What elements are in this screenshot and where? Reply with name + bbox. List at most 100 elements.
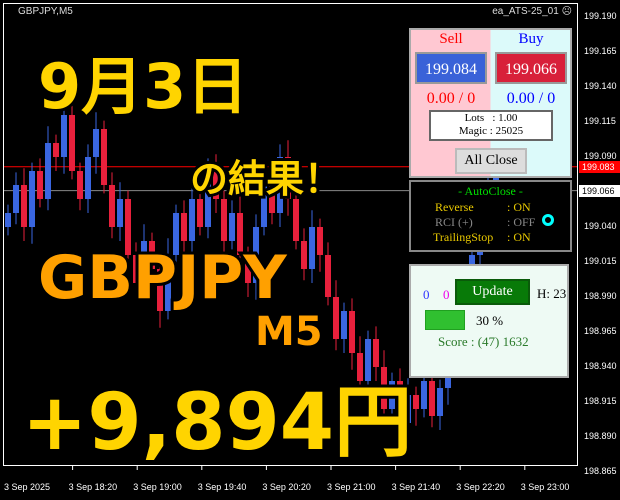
price-tick: 199.115: [584, 116, 616, 126]
candle-body: [189, 199, 195, 241]
overlay-pair: GBPJPY: [35, 243, 290, 313]
update-button[interactable]: Update: [455, 279, 530, 305]
candle-body: [285, 157, 291, 199]
time-tick: 3 Sep 18:20: [68, 482, 118, 492]
price-tick: 199.165: [584, 46, 617, 56]
candle-body: [421, 381, 427, 409]
price-tick: 198.965: [584, 326, 617, 336]
time-tick: 3 Sep 2025: [4, 482, 51, 492]
candle-body: [301, 241, 307, 269]
buy-profit: 0.00 / 0: [506, 90, 556, 107]
candle-body: [229, 213, 235, 241]
candle-body: [85, 157, 91, 199]
autoclose-reverse[interactable]: Reverse: ON: [435, 200, 531, 215]
price-tick: 198.915: [584, 396, 617, 406]
candle-body: [341, 311, 347, 339]
candle-body: [365, 339, 371, 381]
ea-name: ea_ATS-25_01 ☹: [492, 6, 572, 17]
cyan-ring-icon[interactable]: [542, 214, 554, 226]
time-tick: 3 Sep 19:00: [133, 482, 182, 492]
autoclose-panel: - AutoClose - Reverse: ON RCI (+) : OFF T…: [409, 180, 572, 252]
price-tick: 199.140: [584, 81, 617, 91]
candle-body: [37, 171, 43, 199]
chart-symbol-title: GBPJPY,M5: [18, 6, 73, 17]
overlay-profit: +9,894円: [19, 378, 415, 468]
time-tick: 3 Sep 19:40: [197, 482, 247, 492]
price-tick: 198.890: [584, 431, 617, 441]
candle-body: [237, 213, 243, 255]
candle-body: [197, 199, 203, 227]
candle-body: [5, 213, 11, 227]
candle-body: [389, 381, 395, 409]
candle-body: [101, 129, 107, 185]
candle-body: [69, 115, 75, 171]
candle-body: [125, 199, 131, 255]
overlay-result: の結果！: [187, 157, 345, 201]
candle-body: [373, 339, 379, 367]
price-tick: 199.090: [584, 151, 617, 161]
ask-price-label: 199.066: [579, 185, 620, 197]
buy-label: Buy: [518, 31, 544, 47]
candle-body: [405, 395, 411, 423]
sell-profit: 0.00 / 0: [426, 90, 476, 107]
candle-body: [181, 213, 187, 241]
lot-info: Lots : 1.00 Magic : 25025: [429, 110, 553, 141]
row-value: : OFF: [507, 215, 536, 229]
status-panel: 0 0 Update H: 23 30 % Score : (47) 1632: [409, 264, 569, 378]
bid-price-label: 199.083: [579, 161, 620, 173]
autoclose-trailing[interactable]: TrailingStop: ON: [433, 230, 531, 245]
price-tick: 198.940: [584, 361, 617, 371]
candle-body: [21, 185, 27, 227]
all-close-button[interactable]: All Close: [455, 148, 527, 174]
count-blue: 0: [423, 287, 430, 302]
candle-body: [413, 395, 419, 409]
candle-body: [117, 199, 123, 227]
time-tick: 3 Sep 21:00: [327, 482, 376, 492]
candle-body: [157, 269, 163, 311]
frown-face-icon: ☹: [561, 6, 572, 17]
candle-body: [261, 185, 267, 227]
candle-body: [61, 115, 67, 157]
candle-body: [213, 171, 219, 199]
candle-body: [221, 199, 227, 241]
candle-body: [29, 171, 35, 227]
time-tick: 3 Sep 21:40: [391, 482, 441, 492]
row-value: : ON: [507, 200, 531, 214]
sell-button[interactable]: 199.084: [415, 52, 487, 84]
candle-body: [269, 185, 275, 213]
candle-body: [13, 185, 19, 213]
buy-button[interactable]: 199.066: [495, 52, 567, 84]
price-tick: 199.015: [584, 256, 617, 266]
time-tick: 3 Sep 23:00: [520, 482, 570, 492]
candle-body: [173, 213, 179, 255]
price-tick: 198.865: [584, 466, 617, 476]
row-label: RCI (+): [435, 215, 473, 229]
autoclose-rci[interactable]: RCI (+) : OFF: [435, 215, 535, 230]
candle-body: [277, 157, 283, 213]
candle-body: [309, 227, 315, 269]
count-magenta: 0: [443, 287, 450, 302]
candle-body: [141, 241, 147, 283]
price-tick: 198.990: [584, 291, 617, 301]
score-label: Score : (47) 1632: [438, 334, 529, 349]
price-tick: 199.040: [584, 221, 617, 231]
magic-value: Magic : 25025: [458, 125, 524, 137]
time-tick: 3 Sep 22:20: [456, 482, 505, 492]
overlay-date: 9月3日: [35, 50, 251, 123]
candle-body: [293, 199, 299, 241]
candle-body: [149, 241, 155, 269]
progress-bar: [425, 310, 465, 330]
autoclose-title: - AutoClose -: [458, 184, 523, 198]
time-tick: 3 Sep 20:20: [262, 482, 311, 492]
candle-body: [53, 143, 59, 157]
candle-body: [429, 381, 435, 416]
sell-label: Sell: [439, 31, 463, 47]
candle-body: [357, 353, 363, 381]
candle-body: [381, 367, 387, 409]
candle-body: [333, 297, 339, 339]
candle-body: [325, 255, 331, 297]
trade-panel: Sell 199.084 0.00 / 0 Buy 199.066 0.00 /…: [409, 28, 572, 178]
progress-label: 30 %: [476, 313, 504, 328]
candle-body: [109, 185, 115, 227]
